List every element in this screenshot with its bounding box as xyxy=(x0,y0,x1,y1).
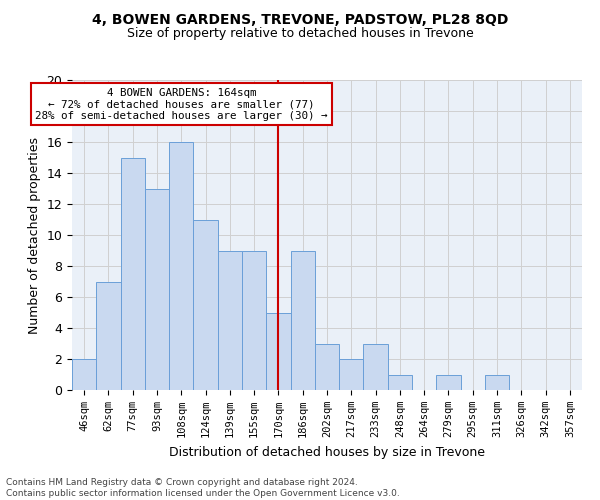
Bar xyxy=(315,344,339,390)
Bar xyxy=(242,250,266,390)
Bar xyxy=(485,374,509,390)
Bar xyxy=(145,188,169,390)
Bar xyxy=(218,250,242,390)
Bar xyxy=(72,359,96,390)
Y-axis label: Number of detached properties: Number of detached properties xyxy=(28,136,41,334)
Bar xyxy=(436,374,461,390)
Bar xyxy=(266,312,290,390)
Bar xyxy=(193,220,218,390)
Bar xyxy=(388,374,412,390)
Bar xyxy=(121,158,145,390)
Text: 4 BOWEN GARDENS: 164sqm
← 72% of detached houses are smaller (77)
28% of semi-de: 4 BOWEN GARDENS: 164sqm ← 72% of detache… xyxy=(35,88,328,121)
X-axis label: Distribution of detached houses by size in Trevone: Distribution of detached houses by size … xyxy=(169,446,485,458)
Text: 4, BOWEN GARDENS, TREVONE, PADSTOW, PL28 8QD: 4, BOWEN GARDENS, TREVONE, PADSTOW, PL28… xyxy=(92,12,508,26)
Bar xyxy=(169,142,193,390)
Bar xyxy=(364,344,388,390)
Bar xyxy=(96,282,121,390)
Bar xyxy=(339,359,364,390)
Text: Size of property relative to detached houses in Trevone: Size of property relative to detached ho… xyxy=(127,28,473,40)
Text: Contains HM Land Registry data © Crown copyright and database right 2024.
Contai: Contains HM Land Registry data © Crown c… xyxy=(6,478,400,498)
Bar xyxy=(290,250,315,390)
